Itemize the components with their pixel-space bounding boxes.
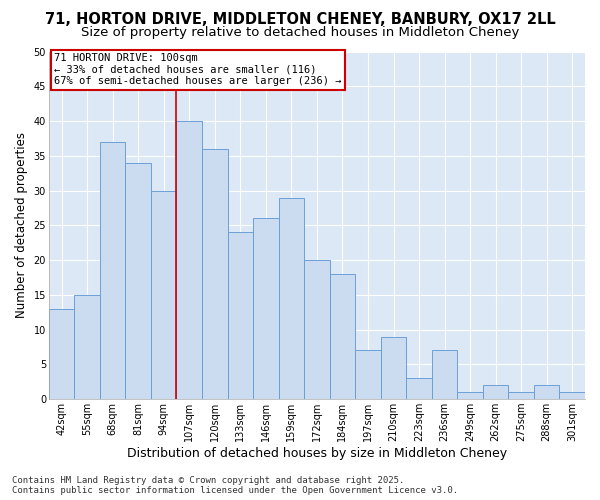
Text: 71, HORTON DRIVE, MIDDLETON CHENEY, BANBURY, OX17 2LL: 71, HORTON DRIVE, MIDDLETON CHENEY, BANB… — [44, 12, 556, 28]
Text: 71 HORTON DRIVE: 100sqm
← 33% of detached houses are smaller (116)
67% of semi-d: 71 HORTON DRIVE: 100sqm ← 33% of detache… — [54, 53, 341, 86]
X-axis label: Distribution of detached houses by size in Middleton Cheney: Distribution of detached houses by size … — [127, 447, 507, 460]
Bar — [202, 149, 227, 399]
Bar — [125, 163, 151, 399]
Bar — [329, 274, 355, 399]
Bar — [508, 392, 534, 399]
Bar — [381, 336, 406, 399]
Bar — [176, 121, 202, 399]
Text: Contains HM Land Registry data © Crown copyright and database right 2025.
Contai: Contains HM Land Registry data © Crown c… — [12, 476, 458, 495]
Bar — [432, 350, 457, 399]
Bar — [534, 386, 559, 399]
Bar — [253, 218, 278, 399]
Bar — [457, 392, 483, 399]
Bar — [227, 232, 253, 399]
Bar — [355, 350, 381, 399]
Bar — [483, 386, 508, 399]
Y-axis label: Number of detached properties: Number of detached properties — [15, 132, 28, 318]
Bar — [559, 392, 585, 399]
Bar — [278, 198, 304, 399]
Bar — [49, 309, 74, 399]
Bar — [74, 295, 100, 399]
Bar — [100, 142, 125, 399]
Bar — [406, 378, 432, 399]
Bar — [304, 260, 329, 399]
Text: Size of property relative to detached houses in Middleton Cheney: Size of property relative to detached ho… — [81, 26, 519, 39]
Bar — [151, 190, 176, 399]
